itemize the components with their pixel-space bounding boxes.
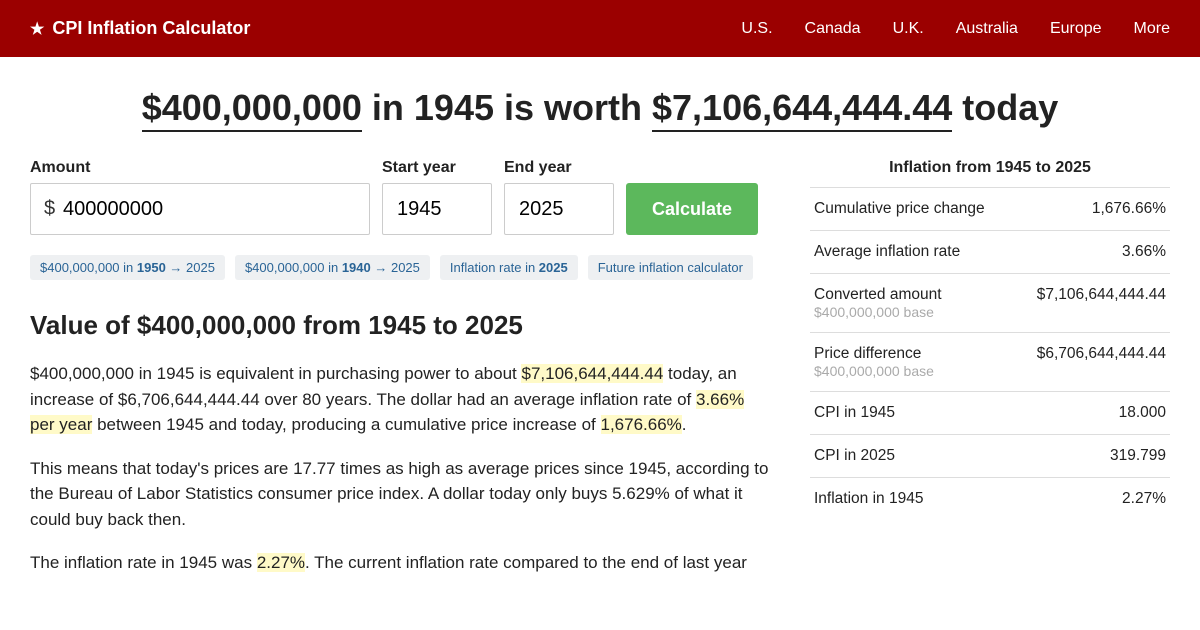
nav-europe[interactable]: Europe <box>1050 20 1102 38</box>
stat-sublabel: $400,000,000 base <box>814 304 1021 320</box>
end-year-label: End year <box>504 159 614 177</box>
headline-amount-to: $7,106,644,444.44 <box>652 87 952 132</box>
stat-value: 18.000 <box>1119 404 1166 422</box>
paragraph-3: The inflation rate in 1945 was 2.27%. Th… <box>30 550 770 576</box>
chip-rate-2025[interactable]: Inflation rate in 2025 <box>440 255 578 280</box>
section-heading: Value of $400,000,000 from 1945 to 2025 <box>30 310 770 341</box>
stat-label: CPI in 2025 <box>814 447 1094 465</box>
start-year-label: Start year <box>382 159 492 177</box>
stat-value: 1,676.66% <box>1092 200 1166 218</box>
related-links: $400,000,000 in 1950 → 2025 $400,000,000… <box>30 255 770 280</box>
stat-label: Price difference$400,000,000 base <box>814 345 1021 379</box>
stat-value: 3.66% <box>1122 243 1166 261</box>
header-bar: ★ CPI Inflation Calculator U.S. Canada U… <box>0 0 1200 57</box>
calculate-button[interactable]: Calculate <box>626 183 758 235</box>
nav-uk[interactable]: U.K. <box>893 20 924 38</box>
sidebar: Inflation from 1945 to 2025 Cumulative p… <box>810 159 1170 594</box>
stat-value: 2.27% <box>1122 490 1166 508</box>
stat-sublabel: $400,000,000 base <box>814 363 1021 379</box>
star-icon: ★ <box>30 19 44 39</box>
logo-text: CPI Inflation Calculator <box>52 18 250 39</box>
dollar-icon: $ <box>44 198 55 221</box>
amount-label: Amount <box>30 159 370 177</box>
nav-us[interactable]: U.S. <box>741 20 772 38</box>
calculator-form: Amount $ Start year End year Calculate <box>30 159 770 235</box>
chip-future[interactable]: Future inflation calculator <box>588 255 753 280</box>
stat-row: Converted amount$400,000,000 base $7,106,… <box>810 273 1170 332</box>
logo[interactable]: ★ CPI Inflation Calculator <box>30 18 250 39</box>
stat-value: $7,106,644,444.44 <box>1037 286 1166 320</box>
chip-1950[interactable]: $400,000,000 in 1950 → 2025 <box>30 255 225 280</box>
nav-australia[interactable]: Australia <box>956 20 1018 38</box>
stat-row: Inflation in 1945 2.27% <box>810 477 1170 520</box>
page-headline: $400,000,000 in 1945 is worth $7,106,644… <box>30 87 1170 129</box>
stat-row: Cumulative price change 1,676.66% <box>810 187 1170 230</box>
stat-label: Average inflation rate <box>814 243 1106 261</box>
end-year-input[interactable] <box>504 183 614 235</box>
amount-input[interactable] <box>30 183 370 235</box>
stat-label: Inflation in 1945 <box>814 490 1106 508</box>
paragraph-1: $400,000,000 in 1945 is equivalent in pu… <box>30 361 770 438</box>
stat-row: CPI in 2025 319.799 <box>810 434 1170 477</box>
stat-value: $6,706,644,444.44 <box>1037 345 1166 379</box>
paragraph-2: This means that today's prices are 17.77… <box>30 456 770 533</box>
stat-value: 319.799 <box>1110 447 1166 465</box>
nav-canada[interactable]: Canada <box>805 20 861 38</box>
sidebar-title: Inflation from 1945 to 2025 <box>810 159 1170 187</box>
stat-row: Price difference$400,000,000 base $6,706,… <box>810 332 1170 391</box>
nav: U.S. Canada U.K. Australia Europe More <box>741 20 1170 38</box>
stat-row: CPI in 1945 18.000 <box>810 391 1170 434</box>
chip-1940[interactable]: $400,000,000 in 1940 → 2025 <box>235 255 430 280</box>
stat-label: Cumulative price change <box>814 200 1076 218</box>
nav-more[interactable]: More <box>1134 20 1170 38</box>
stat-label: Converted amount$400,000,000 base <box>814 286 1021 320</box>
start-year-input[interactable] <box>382 183 492 235</box>
stat-row: Average inflation rate 3.66% <box>810 230 1170 273</box>
stat-label: CPI in 1945 <box>814 404 1103 422</box>
headline-amount-from: $400,000,000 <box>142 87 362 132</box>
